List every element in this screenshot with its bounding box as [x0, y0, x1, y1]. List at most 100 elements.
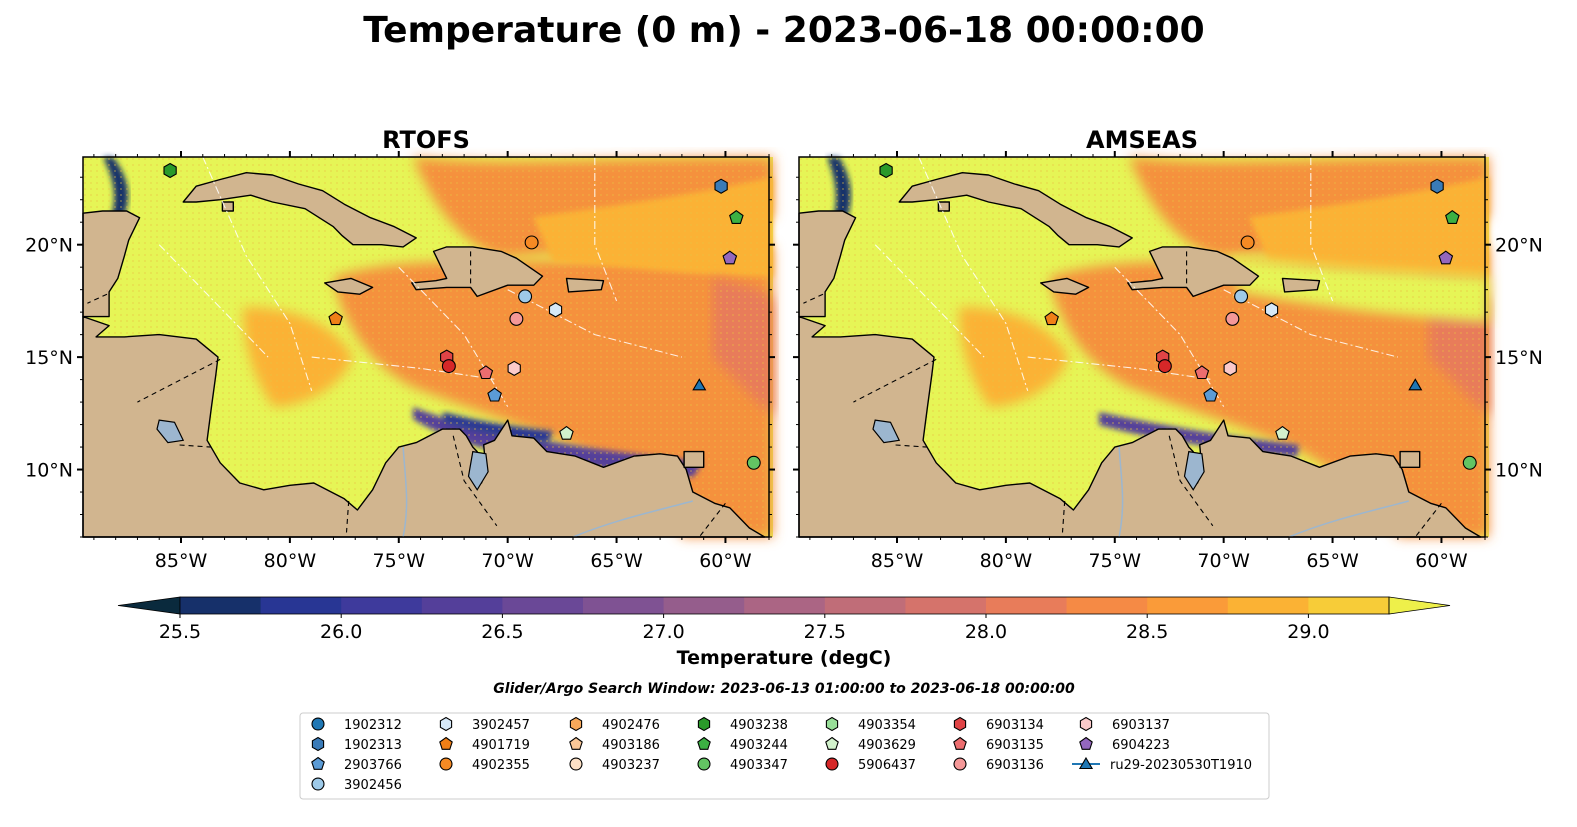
- legend-marker: [697, 736, 711, 750]
- colorbar-segment: [1066, 597, 1148, 614]
- float-marker-ru29-20230530T1910: [1408, 378, 1423, 391]
- legend-label: 5906437: [858, 758, 916, 773]
- legend-marker: [439, 736, 453, 750]
- colorbar-segment: [583, 597, 665, 614]
- legend-label: 4903186: [602, 738, 660, 753]
- legend-entry: 4902355: [439, 757, 530, 773]
- legend-marker: [825, 757, 839, 771]
- legend-entry: 6904223: [1079, 736, 1170, 753]
- legend-entry: 6903134: [953, 716, 1044, 733]
- legend-label: 4903238: [730, 718, 788, 733]
- legend-entry: 4903244: [697, 736, 788, 753]
- lon-tick-label: 60°W: [1415, 550, 1468, 572]
- float-marker-1902313: [714, 178, 728, 194]
- legend-marker: [1078, 756, 1094, 770]
- colorbar-segment: [1147, 597, 1229, 614]
- legend-entry: 4903347: [697, 757, 788, 773]
- float-marker-3902457: [548, 302, 563, 318]
- axis-ticks: [793, 151, 1491, 543]
- lat-tick-label: 10°N: [1495, 460, 1543, 482]
- colorbar-segment: [663, 597, 745, 614]
- float-marker-6903136: [1225, 311, 1240, 326]
- colorbar-extend-low: [117, 596, 181, 615]
- float-marker-6904223: [1438, 250, 1454, 265]
- map-frame: [798, 156, 1486, 538]
- legend-entry: ru29-20230530T1910: [1072, 756, 1252, 773]
- legend-label: 6903134: [986, 718, 1044, 733]
- float-marker-3902456: [518, 289, 533, 304]
- legend-label: 4902355: [472, 758, 530, 773]
- colorbar-tick-label: 25.5: [159, 621, 201, 643]
- float-marker-4903244: [1445, 210, 1460, 224]
- legend-marker: [439, 757, 453, 771]
- colorbar-segment: [986, 597, 1068, 614]
- legend-label: 3902456: [344, 778, 402, 793]
- legend-label: 4903347: [730, 758, 788, 773]
- lon-tick-label: 80°W: [264, 550, 317, 572]
- colorbar-tick-label: 28.0: [965, 621, 1007, 643]
- legend-label: 6903136: [986, 758, 1044, 773]
- legend-marker: [697, 757, 711, 771]
- colorbar-segment: [1227, 597, 1309, 614]
- colorbar-extend-high: [1388, 596, 1451, 615]
- legend-label: 6903135: [986, 738, 1044, 753]
- legend-entry: 3902457: [439, 716, 530, 733]
- legend-label: 1902313: [344, 738, 402, 753]
- float-marker-4903629: [1275, 425, 1290, 440]
- legend-label: 4903237: [602, 758, 660, 773]
- legend-entry: 4903186: [569, 736, 660, 753]
- legend-entry: 6903137: [1079, 716, 1170, 733]
- legend-label: 4901719: [472, 738, 530, 753]
- float-marker-4901719: [328, 311, 343, 326]
- colorbar-segment: [744, 597, 826, 614]
- legend-marker: [1079, 736, 1093, 750]
- eez-lines: [158, 156, 683, 407]
- lon-tick-label: 75°W: [1089, 550, 1142, 572]
- search-window-caption: Glider/Argo Search Window: 2023-06-13 01…: [493, 681, 1075, 697]
- figure-title: Temperature (0 m) - 2023-06-18 00:00:00: [363, 10, 1204, 51]
- float-marker-6903137: [1223, 360, 1237, 377]
- lat-tick-label: 15°N: [1495, 347, 1543, 369]
- colorbar-tick-label: 26.5: [481, 621, 523, 643]
- legend-marker: [569, 716, 583, 732]
- float-marker-2903766: [1203, 387, 1218, 402]
- float-marker-3902457: [1264, 302, 1279, 318]
- lat-tick-label: 20°N: [25, 235, 73, 257]
- panel-title: AMSEAS: [1086, 126, 1198, 154]
- legend-marker: [697, 716, 711, 732]
- legend-label: 6904223: [1112, 738, 1170, 753]
- map-frame: [82, 156, 770, 538]
- legend-marker: [311, 777, 325, 791]
- legend-entry: 4901719: [439, 736, 530, 753]
- legend-marker: [569, 736, 583, 750]
- float-marker-4903347: [1462, 455, 1477, 470]
- legend-label: ru29-20230530T1910: [1110, 758, 1252, 773]
- float-marker-6904223: [722, 250, 738, 265]
- colorbar: 25.5 26.0 26.5 27.0 27.5 28.0 28.5 29.0: [117, 596, 1451, 643]
- legend-label: 4903244: [730, 738, 788, 753]
- colorbar-tick-label: 26.0: [320, 621, 362, 643]
- panel-rtofs: RTOFS 85°W 80°W 75°W 70°W 65°W 60°W 10°N 15°N 20…: [25, 126, 775, 572]
- legend-label: 2903766: [344, 758, 402, 773]
- legend-marker: [953, 736, 967, 750]
- axis-ticks: [77, 151, 775, 543]
- colorbar-segment: [421, 597, 503, 614]
- lon-tick-label: 75°W: [373, 550, 426, 572]
- legend-entry: 4903354: [825, 716, 916, 733]
- legend: 1902312 1902313 2903766 3902456 3902457 49017…: [299, 712, 1270, 800]
- legend-entry: 6903135: [953, 736, 1044, 753]
- colorbar-segment: [502, 597, 584, 614]
- colorbar-label: Temperature (degC): [677, 647, 892, 669]
- legend-entry: 1902313: [311, 736, 402, 753]
- lat-tick-label: 10°N: [25, 460, 73, 482]
- colorbar-segment: [824, 597, 906, 614]
- legend-marker: [953, 757, 967, 771]
- lon-tick-label: 60°W: [699, 550, 752, 572]
- float-marker-1902313: [1430, 178, 1444, 194]
- float-marker-4903347: [746, 455, 761, 470]
- float-marker-6903137: [507, 360, 521, 377]
- colorbar-segment: [180, 597, 262, 614]
- legend-marker: [311, 736, 325, 752]
- lon-tick-label: 65°W: [1306, 550, 1359, 572]
